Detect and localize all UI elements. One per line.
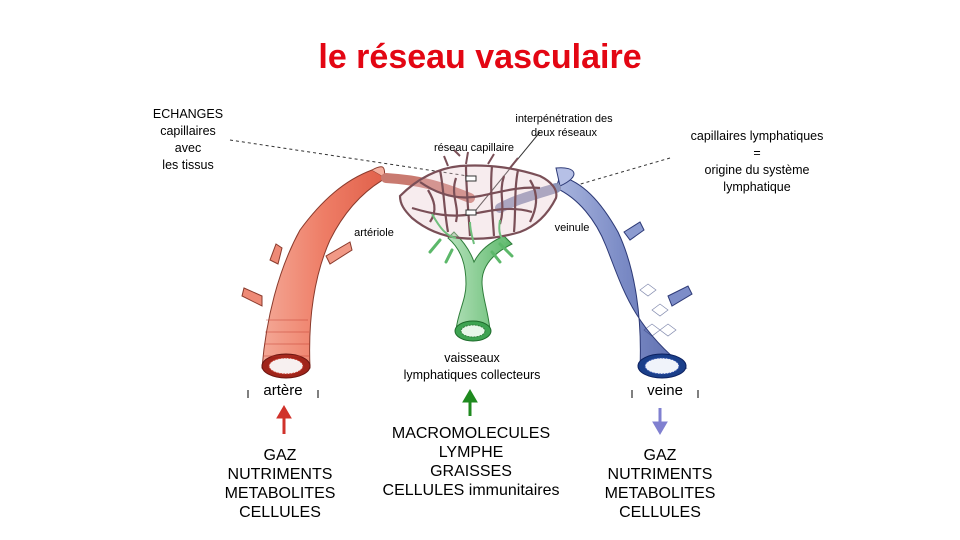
list-item: GAZ	[643, 447, 677, 464]
right-exchange-list: GAZ NUTRIMENTS METABOLITES CELLULES	[590, 446, 730, 522]
echanges-label: ECHANGES capillaires avec les tissus	[140, 106, 236, 174]
capillaires-lymph-line: lymphatique	[723, 180, 791, 194]
middle-exchange-list: MACROMOLECULES LYMPHE GRAISSES CELLULES …	[364, 424, 578, 500]
capillaires-lymph-line: =	[753, 146, 761, 160]
list-item: MACROMOLECULES	[391, 425, 551, 442]
capillaires-lymph-line: origine du système	[704, 163, 810, 177]
lymph-capillaries-illustration	[431, 213, 507, 245]
vaisseaux-label: vaisseaux lymphatiques collecteurs	[380, 350, 564, 384]
vein-illustration	[495, 167, 693, 379]
capillary-network-illustration	[398, 149, 558, 240]
echanges-line: les tissus	[162, 158, 214, 172]
veinule-label: veinule	[554, 222, 590, 234]
echanges-line: avec	[174, 141, 202, 155]
echanges-line: ECHANGES	[152, 107, 224, 121]
interpenetration-line: deux réseaux	[530, 127, 598, 139]
list-item: LYMPHE	[438, 444, 504, 461]
echanges-pointer-line	[229, 139, 469, 177]
up-arrow-icon	[462, 389, 478, 416]
down-arrow-icon	[652, 408, 668, 435]
list-item: CELLULES	[619, 504, 701, 521]
list-item: GRAISSES	[430, 463, 512, 480]
left-exchange-list: GAZ NUTRIMENTS METABOLITES CELLULES	[210, 446, 350, 522]
veine-label: veine	[647, 382, 683, 399]
reseau-capillaire-label: réseau capillaire	[433, 142, 515, 154]
list-item: NUTRIMENTS	[607, 466, 713, 483]
artere-label: artère	[263, 382, 303, 399]
list-item: CELLULES immunitaires	[382, 482, 560, 499]
list-item: CELLULES	[239, 504, 321, 521]
vaisseaux-line: vaisseaux	[444, 351, 500, 365]
list-item: METABOLITES	[224, 485, 336, 502]
capillaires-lymph-line: capillaires lymphatiques	[690, 129, 824, 143]
vaisseaux-line: lymphatiques collecteurs	[403, 368, 541, 382]
echanges-line: capillaires	[160, 124, 216, 138]
arteriole-label: artériole	[354, 227, 394, 239]
list-item: METABOLITES	[604, 485, 716, 502]
list-item: GAZ	[263, 447, 297, 464]
capillaires-lymphatiques-label: capillaires lymphatiques = origine du sy…	[674, 128, 840, 196]
lymphatic-vessel-illustration	[428, 231, 514, 342]
interpenetration-line: interpénétration des	[515, 113, 613, 125]
up-arrow-icon	[276, 405, 292, 434]
interpenetration-label: interpénétration des deux réseaux	[500, 112, 628, 140]
interpenetration-pointer-line	[475, 131, 541, 211]
artery-illustration	[241, 166, 475, 379]
list-item: NUTRIMENTS	[227, 466, 333, 483]
lymph-capillary-pointer-line	[559, 157, 671, 191]
page-title: le réseau vasculaire	[318, 38, 642, 76]
